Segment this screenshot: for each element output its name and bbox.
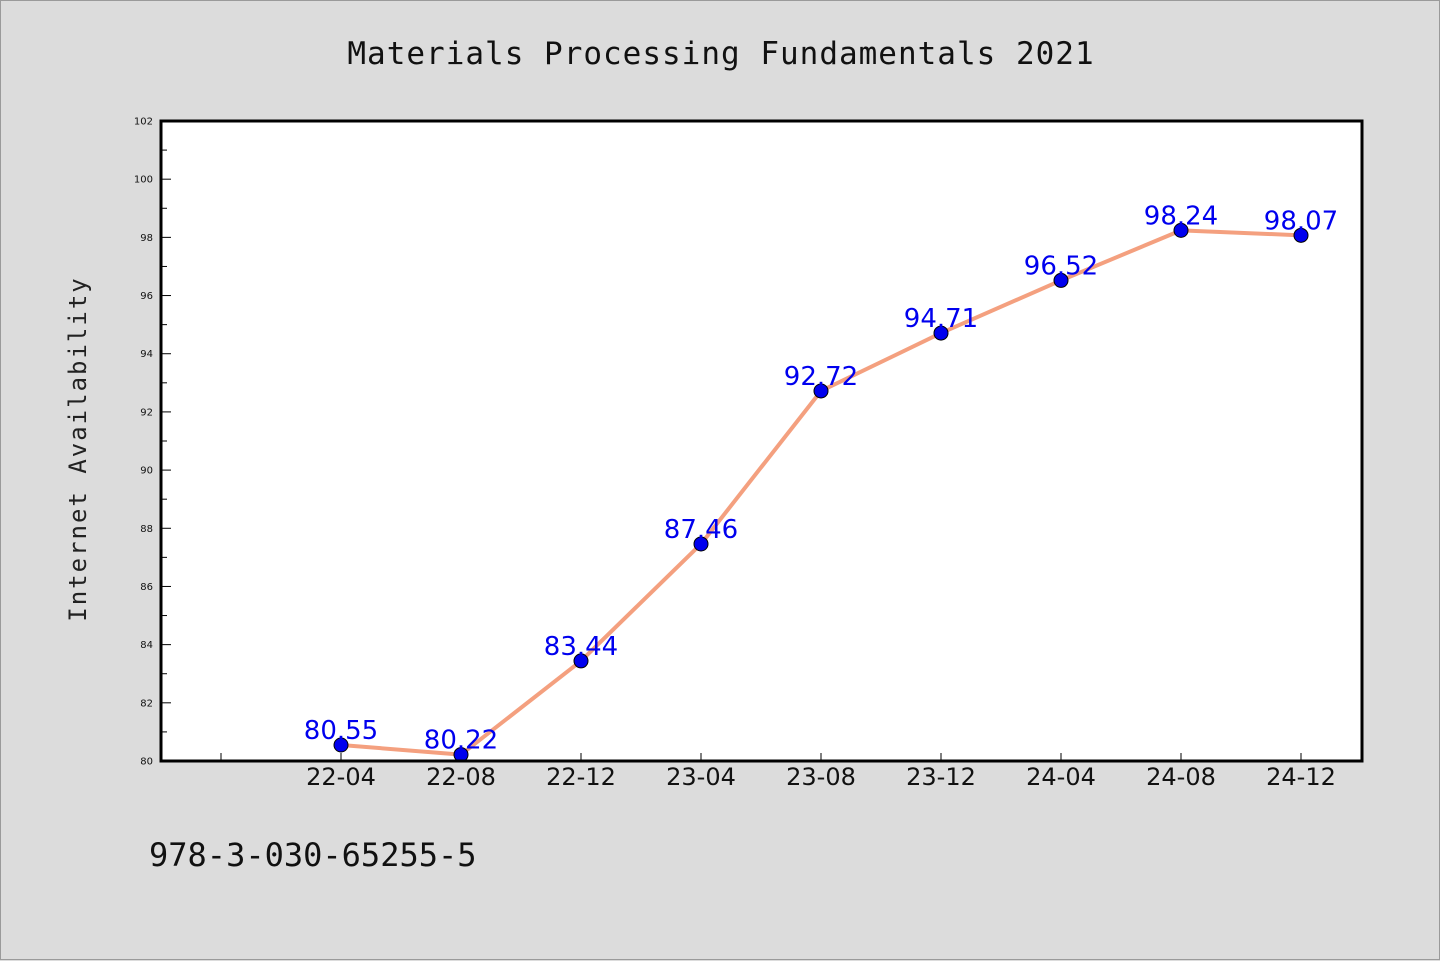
x-tick-label: 22-12 (546, 763, 616, 791)
data-label: 80.22 (424, 726, 498, 756)
y-tick-label: 92 (140, 407, 153, 418)
data-label: 92.72 (784, 362, 858, 392)
x-tick-label: 24-04 (1026, 763, 1096, 791)
plot-frame (159, 119, 1364, 763)
y-tick-label: 100 (134, 175, 153, 186)
x-tick-label: 22-08 (426, 763, 496, 791)
y-tick-label: 82 (140, 698, 153, 709)
y-tick-label: 80 (140, 757, 153, 768)
x-tick-label: 24-12 (1266, 763, 1336, 791)
series-group: 80.55 80.22 83.44 87.46 92.72 94.71 96.52 98.24… (304, 201, 1338, 763)
y-tick-label: 84 (140, 640, 153, 651)
y-tick-label: 98 (140, 233, 153, 244)
x-tick-label: 23-04 (666, 763, 736, 791)
data-label: 83.44 (544, 632, 618, 662)
x-tick-label: 24-08 (1146, 763, 1216, 791)
y-tick-label: 102 (134, 117, 153, 128)
data-label: 94.71 (904, 304, 978, 334)
data-label: 98.24 (1144, 201, 1218, 231)
y-tick-label: 88 (140, 524, 153, 535)
plot-area (161, 121, 1362, 761)
data-point (333, 737, 349, 753)
data-label: 98.07 (1264, 206, 1338, 236)
y-tick-label: 96 (140, 291, 153, 302)
data-point (1293, 227, 1309, 243)
axis-ticks: 80 82 84 86 88 90 92 94 96 98 100 102 22-04 22-08 22-1… (134, 117, 1336, 792)
x-tick-label: 22-04 (306, 763, 376, 791)
x-tick-label: 23-12 (906, 763, 976, 791)
y-tick-label: 90 (140, 466, 153, 477)
data-label: 80.55 (304, 716, 378, 746)
data-point (813, 383, 829, 399)
data-label: 87.46 (664, 515, 738, 545)
y-tick-label: 86 (140, 582, 153, 593)
isbn-footer: 978-3-030-65255-5 (149, 836, 477, 874)
x-tick-label: 23-08 (786, 763, 856, 791)
data-label: 96.52 (1024, 251, 1098, 281)
y-tick-label: 94 (140, 349, 153, 360)
data-point (933, 325, 949, 341)
data-point (693, 536, 709, 552)
chart-title: Materials Processing Fundamentals 2021 (347, 36, 1094, 72)
y-axis-label: Internet Availability (64, 276, 92, 621)
data-point (573, 653, 589, 669)
data-point (1173, 222, 1189, 238)
data-point (1053, 272, 1069, 288)
